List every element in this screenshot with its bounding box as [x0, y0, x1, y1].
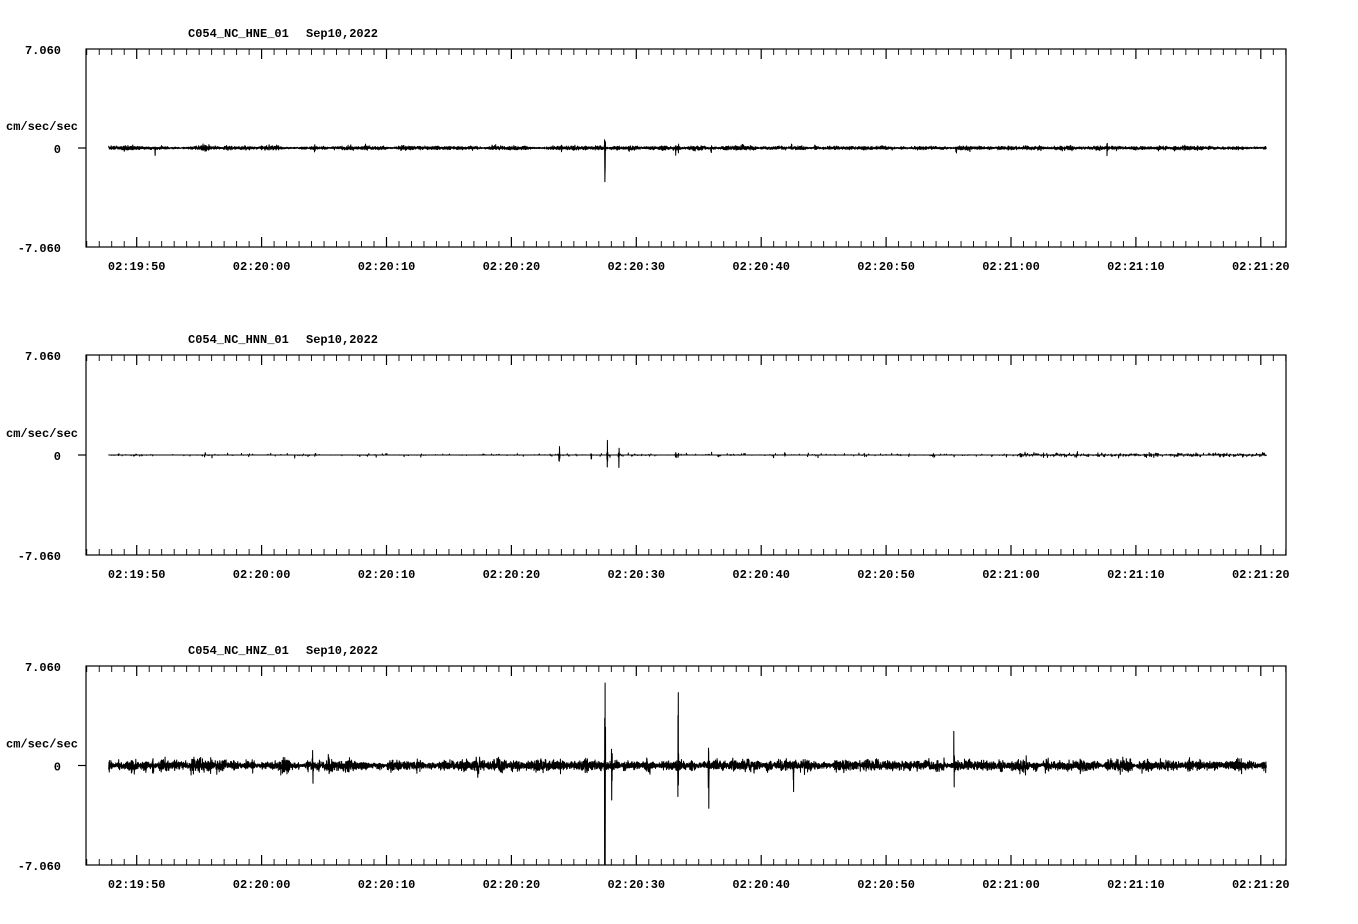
svg-text:02:21:00: 02:21:00 — [982, 260, 1040, 274]
svg-text:Sep10,2022: Sep10,2022 — [306, 333, 378, 347]
svg-text:C054_NC_HNZ_01: C054_NC_HNZ_01 — [188, 644, 289, 658]
svg-text:cm/sec/sec: cm/sec/sec — [6, 738, 78, 752]
svg-text:C054_NC_HNE_01: C054_NC_HNE_01 — [188, 27, 289, 41]
svg-text:7.060: 7.060 — [25, 661, 61, 675]
svg-text:02:20:40: 02:20:40 — [732, 878, 790, 892]
svg-text:02:20:40: 02:20:40 — [732, 568, 790, 582]
svg-text:-7.060: -7.060 — [18, 550, 61, 564]
svg-text:0: 0 — [54, 450, 61, 464]
svg-text:0: 0 — [54, 761, 61, 775]
svg-text:02:20:20: 02:20:20 — [483, 260, 541, 274]
svg-text:Sep10,2022: Sep10,2022 — [306, 644, 378, 658]
svg-text:02:20:50: 02:20:50 — [857, 568, 915, 582]
svg-text:02:21:00: 02:21:00 — [982, 878, 1040, 892]
svg-text:C054_NC_HNN_01: C054_NC_HNN_01 — [188, 333, 289, 347]
svg-text:-7.060: -7.060 — [18, 242, 61, 256]
svg-text:02:20:30: 02:20:30 — [607, 568, 665, 582]
svg-text:02:20:40: 02:20:40 — [732, 260, 790, 274]
svg-text:0: 0 — [54, 143, 61, 157]
svg-text:02:19:50: 02:19:50 — [108, 260, 166, 274]
svg-text:7.060: 7.060 — [25, 44, 61, 58]
svg-text:02:21:00: 02:21:00 — [982, 568, 1040, 582]
svg-text:02:20:00: 02:20:00 — [233, 260, 291, 274]
svg-text:cm/sec/sec: cm/sec/sec — [6, 120, 78, 134]
svg-text:02:19:50: 02:19:50 — [108, 878, 166, 892]
svg-text:02:21:10: 02:21:10 — [1107, 260, 1165, 274]
svg-text:02:19:50: 02:19:50 — [108, 568, 166, 582]
svg-text:cm/sec/sec: cm/sec/sec — [6, 427, 78, 441]
svg-text:02:20:50: 02:20:50 — [857, 878, 915, 892]
svg-text:02:20:10: 02:20:10 — [358, 260, 416, 274]
svg-text:02:20:00: 02:20:00 — [233, 878, 291, 892]
svg-text:02:21:10: 02:21:10 — [1107, 568, 1165, 582]
svg-text:02:21:20: 02:21:20 — [1232, 568, 1290, 582]
svg-text:02:21:20: 02:21:20 — [1232, 260, 1290, 274]
svg-text:Sep10,2022: Sep10,2022 — [306, 27, 378, 41]
svg-text:02:20:30: 02:20:30 — [607, 260, 665, 274]
svg-text:-7.060: -7.060 — [18, 860, 61, 874]
svg-text:02:21:20: 02:21:20 — [1232, 878, 1290, 892]
svg-text:02:20:10: 02:20:10 — [358, 878, 416, 892]
svg-text:02:20:00: 02:20:00 — [233, 568, 291, 582]
svg-text:02:20:30: 02:20:30 — [607, 878, 665, 892]
svg-text:7.060: 7.060 — [25, 350, 61, 364]
svg-text:02:20:20: 02:20:20 — [483, 568, 541, 582]
svg-text:02:21:10: 02:21:10 — [1107, 878, 1165, 892]
svg-text:02:20:50: 02:20:50 — [857, 260, 915, 274]
svg-text:02:20:20: 02:20:20 — [483, 878, 541, 892]
svg-text:02:20:10: 02:20:10 — [358, 568, 416, 582]
